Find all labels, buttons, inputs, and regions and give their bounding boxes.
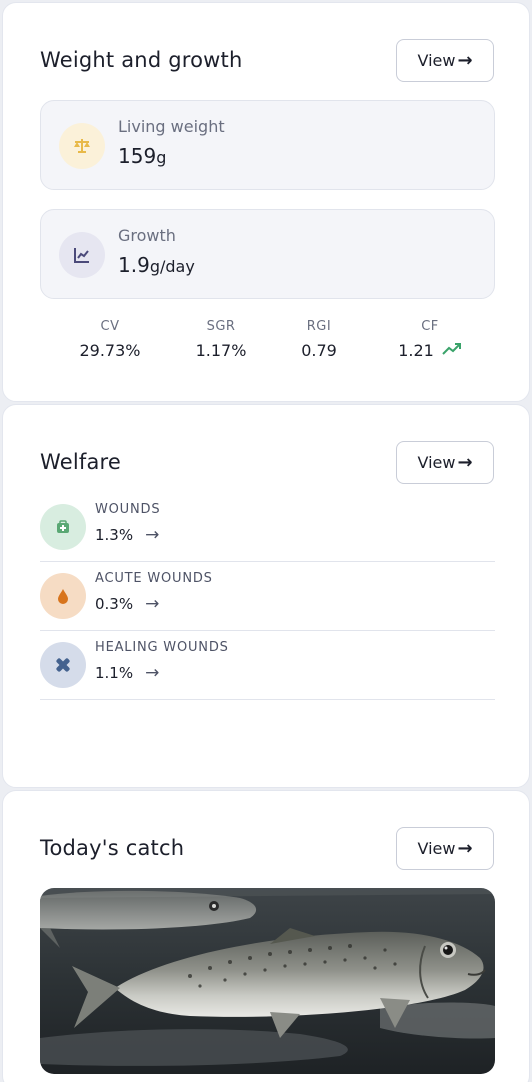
weight-growth-view-button[interactable]: View → — [396, 39, 494, 82]
stat-value: 1.17% — [195, 341, 247, 360]
stat-rgi: RGI 0.79 — [264, 319, 374, 360]
arrow-right-icon[interactable]: → — [145, 663, 160, 683]
welfare-title: Welfare — [40, 450, 122, 474]
living-weight-value: 159g — [118, 144, 166, 168]
stat-value: 1.21 — [398, 341, 434, 360]
growth-unit: g/day — [149, 257, 195, 276]
growth-stats-row: CV 29.73% SGR 1.17% RGI 0.79 CF 1.21 — [40, 319, 495, 369]
view-button-label: View — [417, 51, 456, 70]
growth-number: 1.9 — [118, 253, 150, 277]
stat-label: CV — [100, 319, 120, 334]
welfare-item-value: 1.3% — [95, 526, 134, 544]
arrow-right-icon[interactable]: → — [145, 594, 160, 614]
arrow-right-icon: → — [457, 452, 473, 473]
living-weight-label: Living weight — [118, 117, 225, 136]
welfare-item-wounds[interactable]: WOUNDS 1.3% → — [40, 493, 495, 562]
line-chart-icon — [59, 232, 105, 278]
catch-card: Today's catch View → — [2, 790, 530, 1082]
living-weight-unit: g — [156, 148, 167, 167]
welfare-item-label: HEALING WOUNDS — [95, 640, 229, 655]
stat-cv: CV 29.73% — [55, 319, 165, 360]
welfare-item-value: 1.1% — [95, 664, 134, 682]
living-weight-box: Living weight 159g — [40, 100, 495, 190]
trending-up-icon — [442, 341, 462, 360]
arrow-right-icon[interactable]: → — [145, 525, 160, 545]
welfare-item-healing-wounds[interactable]: HEALING WOUNDS 1.1% → — [40, 631, 495, 700]
scale-icon — [59, 123, 105, 169]
welfare-item-acute-wounds[interactable]: ACUTE WOUNDS 0.3% → — [40, 562, 495, 631]
arrow-right-icon: → — [457, 50, 473, 71]
welfare-card: Welfare View → WOUNDS 1.3% → ACUTE WOUND… — [2, 404, 530, 788]
stat-sgr: SGR 1.17% — [166, 319, 276, 360]
drop-icon — [40, 573, 86, 619]
weight-growth-title: Weight and growth — [40, 48, 243, 72]
catch-title: Today's catch — [40, 836, 185, 860]
first-aid-kit-icon — [40, 504, 86, 550]
stat-label: CF — [421, 319, 439, 334]
stat-value: 29.73% — [79, 341, 141, 360]
growth-label: Growth — [118, 226, 176, 245]
bandage-cross-icon — [40, 642, 86, 688]
growth-value: 1.9g/day — [118, 253, 195, 277]
stat-label: SGR — [206, 319, 236, 334]
catch-photo[interactable] — [40, 888, 495, 1074]
welfare-item-label: WOUNDS — [95, 502, 161, 517]
stat-value: 0.79 — [301, 341, 337, 360]
catch-view-button[interactable]: View → — [396, 827, 494, 870]
view-button-label: View — [417, 453, 456, 472]
welfare-item-value: 0.3% — [95, 595, 134, 613]
arrow-right-icon: → — [457, 838, 473, 859]
welfare-view-button[interactable]: View → — [396, 441, 494, 484]
weight-growth-card: Weight and growth View → Living weight 1… — [2, 2, 530, 402]
growth-box: Growth 1.9g/day — [40, 209, 495, 299]
stat-label: RGI — [306, 319, 332, 334]
welfare-item-label: ACUTE WOUNDS — [95, 571, 213, 586]
stat-cf: CF 1.21 — [375, 319, 485, 360]
living-weight-number: 159 — [118, 144, 157, 168]
view-button-label: View — [417, 839, 456, 858]
